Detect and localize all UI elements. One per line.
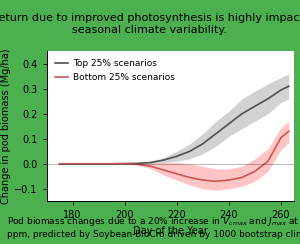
Y-axis label: Change in pod biomass (Mg/ha): Change in pod biomass (Mg/ha)	[1, 49, 11, 204]
Text: Pod biomass changes due to a 20% increase in $V_{cmax}$ and $J_{max}$ at [CO$_2$: Pod biomass changes due to a 20% increas…	[8, 215, 300, 239]
Text: Yield return due to improved photosynthesis is highly impacted by
seasonal clima: Yield return due to improved photosynthe…	[0, 13, 300, 35]
X-axis label: Day of the Year: Day of the Year	[133, 226, 208, 236]
Legend: Top 25% scenarios, Bottom 25% scenarios: Top 25% scenarios, Bottom 25% scenarios	[51, 56, 178, 85]
